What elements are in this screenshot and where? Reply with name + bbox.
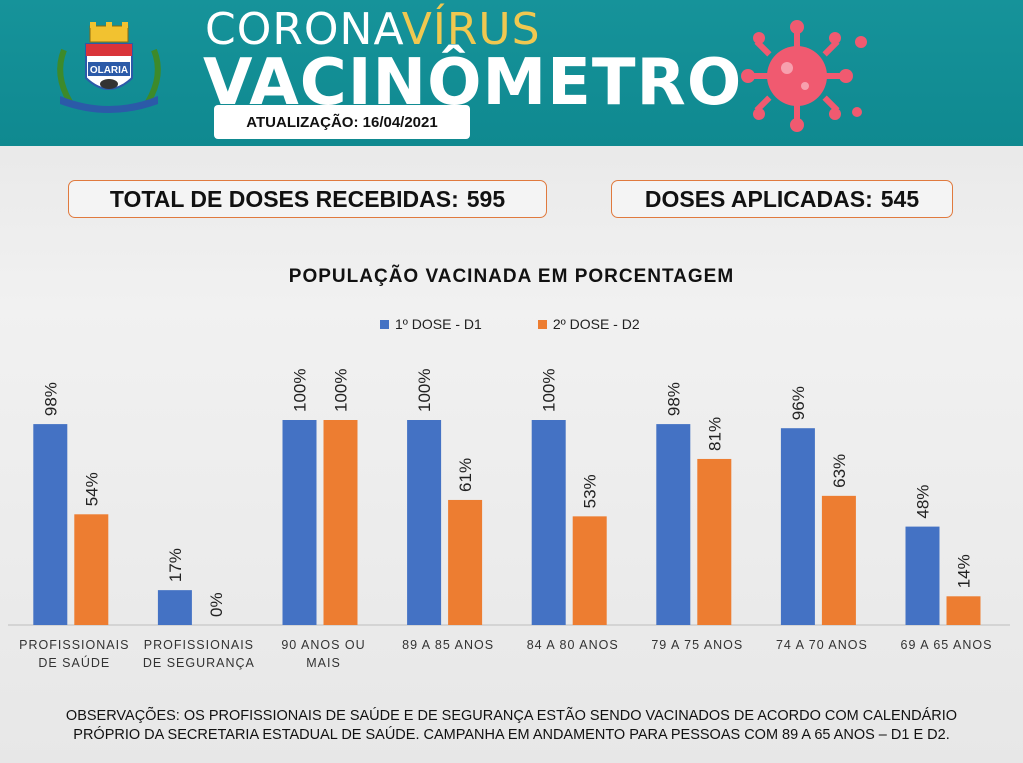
chart-legend: 1º DOSE - D1 2º DOSE - D2 [380, 315, 696, 333]
bar-d2-7 [946, 596, 981, 625]
crest-label: OLARIA [90, 65, 128, 76]
data-label-d1-2: 100% [291, 369, 310, 412]
received-value: 595 [466, 185, 506, 212]
category-label-2-1: MAIS [306, 656, 341, 670]
bar-d1-7 [905, 526, 940, 625]
data-label-d1-7: 48% [914, 485, 933, 519]
applied-label: DOSES APLICADAS: [644, 185, 873, 212]
category-label-5-0: 79 A 75 ANOS [651, 638, 743, 652]
bar-d2-4 [572, 516, 607, 625]
bar-d2-0 [74, 514, 109, 625]
total-doses-received: TOTAL DE DOSES RECEBIDAS: 595 [68, 180, 547, 218]
vaccination-bar-chart: 98% 54% PROFISSIONAIS DE SAÚDE 17% 0% PROFISSI… [8, 369, 1010, 670]
category-label-0-1: DE SAÚDE [38, 655, 110, 670]
legend-label-d2: 2º DOSE - D2 [552, 316, 640, 332]
title-prefix-line: CORONAVÍRUS [205, 4, 541, 55]
chart-title: POPULAÇÃO VACINADA EM PORCENTAGEM [288, 266, 735, 287]
bar-d2-5 [697, 458, 732, 625]
category-label-1-1: DE SEGURANÇA [143, 656, 255, 670]
update-date: 16/04/2021 [362, 113, 438, 131]
category-label-6-0: 74 A 70 ANOS [776, 638, 868, 652]
doses-applied: DOSES APLICADAS: 545 [611, 180, 953, 218]
bar-d2-6 [821, 495, 856, 625]
legend-label-d1: 1º DOSE - D1 [395, 316, 482, 332]
data-label-d1-1: 17% [166, 548, 185, 582]
bar-d1-3 [407, 420, 442, 625]
data-label-d2-0: 54% [82, 472, 101, 506]
bar-d1-5 [656, 424, 691, 625]
category-label-7-0: 69 A 65 ANOS [901, 638, 993, 652]
observations-line-2: PRÓPRIO DA SECRETARIA ESTADUAL DE SAÚDE.… [73, 727, 950, 743]
header-banner: OLARIA CORONAVÍRUS VACINÔMETRO ATUALIZAÇ… [0, 0, 1023, 146]
category-label-4-0: 84 A 80 ANOS [527, 638, 619, 652]
coronavirus-icon [741, 20, 867, 132]
data-label-d2-4: 53% [581, 474, 600, 508]
data-label-d2-6: 63% [830, 454, 849, 488]
applied-value: 545 [880, 185, 920, 212]
observations-note: OBSERVAÇÕES: OS PROFISSIONAIS DE SAÚDE E… [10, 707, 1013, 745]
category-label-1-0: PROFISSIONAIS [144, 638, 254, 652]
bar-d1-1 [157, 590, 192, 625]
legend-item-d1: 1º DOSE - D1 [380, 316, 482, 332]
observations-line-1: OBSERVAÇÕES: OS PROFISSIONAIS DE SAÚDE E… [65, 708, 958, 724]
data-label-d2-3: 61% [456, 458, 475, 492]
category-label-3-0: 89 A 85 ANOS [402, 638, 494, 652]
bar-d1-0 [33, 424, 68, 625]
data-label-d2-2: 100% [332, 369, 351, 412]
legend-item-d2: 2º DOSE - D2 [537, 316, 640, 332]
data-label-d2-7: 14% [955, 554, 974, 588]
data-label-d2-5: 81% [705, 417, 724, 451]
update-label: ATUALIZAÇÃO: [246, 113, 359, 131]
data-label-d1-6: 96% [789, 386, 808, 420]
bar-d1-6 [780, 428, 815, 625]
category-label-0-0: PROFISSIONAIS [19, 638, 129, 652]
data-label-d2-1: 0% [207, 592, 226, 617]
legend-swatch-d1 [380, 319, 389, 329]
bar-d2-2 [323, 420, 358, 625]
title-prefix: CORONA [205, 4, 402, 55]
data-label-d1-3: 100% [415, 369, 434, 412]
data-label-d1-5: 98% [664, 382, 683, 416]
data-label-d1-4: 100% [540, 369, 559, 412]
legend-swatch-d2 [537, 319, 547, 329]
received-label: TOTAL DE DOSES RECEBIDAS: [109, 185, 459, 212]
municipal-coat-of-arms-icon: OLARIA [57, 22, 161, 113]
data-label-d1-0: 98% [41, 382, 60, 416]
bar-d2-3 [448, 499, 483, 625]
title-highlight: VÍRUS [401, 4, 541, 55]
bar-d1-4 [531, 420, 566, 625]
category-label-2-0: 90 ANOS OU [281, 638, 365, 652]
bar-d1-2 [282, 420, 317, 625]
update-box: ATUALIZAÇÃO: 16/04/2021 [214, 105, 470, 139]
